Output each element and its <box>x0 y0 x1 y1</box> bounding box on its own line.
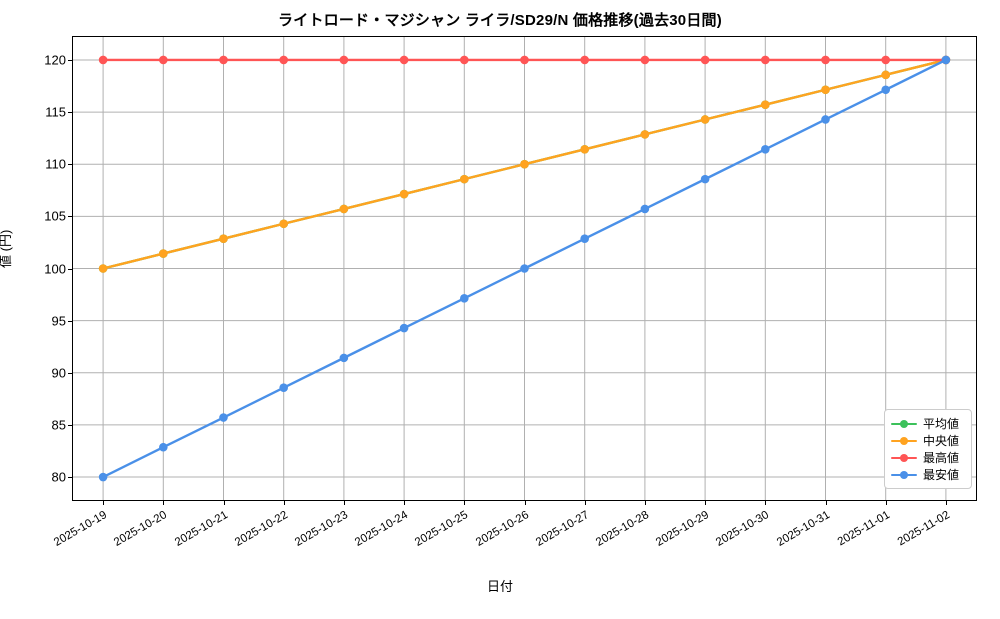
series-3 <box>98 55 951 482</box>
y-axis-tick-label: 90 <box>51 365 66 381</box>
data-point <box>700 174 710 184</box>
data-point <box>700 115 710 124</box>
data-point <box>520 264 529 273</box>
legend-label: 最高値 <box>923 451 960 465</box>
x-axis-title: 日付 <box>486 579 513 594</box>
y-axis-tick-mark <box>68 372 72 374</box>
data-point <box>821 55 830 65</box>
data-point <box>821 85 830 95</box>
data-point <box>339 353 349 363</box>
data-point <box>219 55 228 65</box>
data-point <box>460 55 469 65</box>
x-axis-tick-mark <box>825 501 827 505</box>
legend-item[interactable]: 最安値 <box>891 466 965 483</box>
data-point <box>339 55 349 65</box>
data-point <box>580 55 589 65</box>
data-point <box>219 234 228 243</box>
data-point <box>98 55 108 65</box>
x-axis-tick-mark <box>885 501 887 505</box>
legend-swatch-icon <box>891 418 917 430</box>
y-axis-tick-label: 110 <box>45 156 66 172</box>
plot-area <box>72 36 977 501</box>
data-point <box>640 130 650 139</box>
y-axis-tick-mark <box>68 424 72 426</box>
data-point <box>881 70 890 80</box>
legend-swatch-icon <box>891 435 917 447</box>
data-point <box>640 204 650 214</box>
data-point <box>821 115 830 124</box>
x-axis-tick-mark <box>103 501 105 505</box>
data-point <box>279 219 288 229</box>
y-axis-tick-label: 105 <box>44 208 66 224</box>
legend-label: 平均値 <box>923 417 960 431</box>
data-point <box>339 204 349 214</box>
data-point <box>580 234 589 243</box>
legend-swatch-icon <box>891 469 917 481</box>
x-axis-tick-mark <box>644 501 646 505</box>
x-axis-tick-mark <box>464 501 466 505</box>
x-axis-tick-mark <box>163 501 165 505</box>
y-axis-tick-mark <box>68 477 72 479</box>
data-point <box>460 294 469 303</box>
x-axis-tick-mark <box>524 501 526 505</box>
data-point <box>881 55 890 65</box>
legend-label: 中央値 <box>923 434 960 448</box>
x-axis-tick-mark <box>705 501 707 505</box>
y-axis-tick-mark <box>68 112 72 114</box>
x-axis-tick-mark <box>404 501 406 505</box>
chart-figure: ライトロード・マジシャン ライラ/SD29/N 価格推移(過去30日間) 値 (… <box>0 0 977 600</box>
x-axis-tick-mark <box>343 501 345 505</box>
data-point <box>399 323 409 333</box>
legend-label: 最安値 <box>923 468 960 482</box>
data-point <box>98 264 108 273</box>
y-axis-tick-mark <box>68 164 72 166</box>
data-point <box>460 174 469 184</box>
data-point <box>941 55 951 65</box>
legend-swatch-icon <box>891 452 917 464</box>
y-axis-tick-label: 120 <box>44 52 66 68</box>
x-axis-tick-mark <box>223 501 225 505</box>
legend-item[interactable]: 平均値 <box>891 415 965 432</box>
data-point <box>761 55 770 65</box>
data-point <box>279 55 288 65</box>
series-1 <box>98 55 951 273</box>
legend-item[interactable]: 中央値 <box>891 432 965 449</box>
series-2 <box>98 55 951 65</box>
y-axis-tick-labels: 80 85 90 95 100 105 110 115 120 <box>0 0 66 600</box>
data-point <box>219 413 228 422</box>
data-point <box>640 55 650 65</box>
x-axis-tick-mark <box>584 501 586 505</box>
y-axis-tick-label: 115 <box>45 104 66 120</box>
y-axis-tick-mark <box>68 59 72 61</box>
x-axis-tick-mark <box>765 501 767 505</box>
data-point <box>700 55 710 65</box>
y-axis-tick-mark <box>68 268 72 270</box>
y-axis-tick-label: 85 <box>51 417 66 433</box>
plot-svg <box>73 37 976 500</box>
chart-legend: 平均値中央値最高値最安値 <box>884 409 972 489</box>
data-point <box>399 55 409 65</box>
data-point <box>399 189 409 199</box>
legend-item[interactable]: 最高値 <box>891 449 965 466</box>
x-axis-tick-mark <box>283 501 285 505</box>
data-point <box>159 55 168 65</box>
chart-title: ライトロード・マジシャン ライラ/SD29/N 価格推移(過去30日間) <box>278 12 722 29</box>
x-axis-tick-mark <box>945 501 947 505</box>
y-axis-tick-label: 80 <box>51 469 66 485</box>
y-axis-tick-mark <box>68 216 72 218</box>
data-point <box>98 472 108 482</box>
y-axis-tick-label: 100 <box>44 261 66 276</box>
data-point <box>761 145 770 154</box>
data-point <box>881 85 890 95</box>
data-point <box>159 442 168 452</box>
data-point <box>761 100 770 109</box>
data-point <box>520 55 529 65</box>
data-point <box>520 159 529 169</box>
data-point <box>159 249 168 258</box>
data-point <box>580 145 589 154</box>
y-axis-tick-mark <box>68 320 72 322</box>
y-axis-tick-label: 95 <box>51 313 66 329</box>
data-point <box>279 383 288 392</box>
